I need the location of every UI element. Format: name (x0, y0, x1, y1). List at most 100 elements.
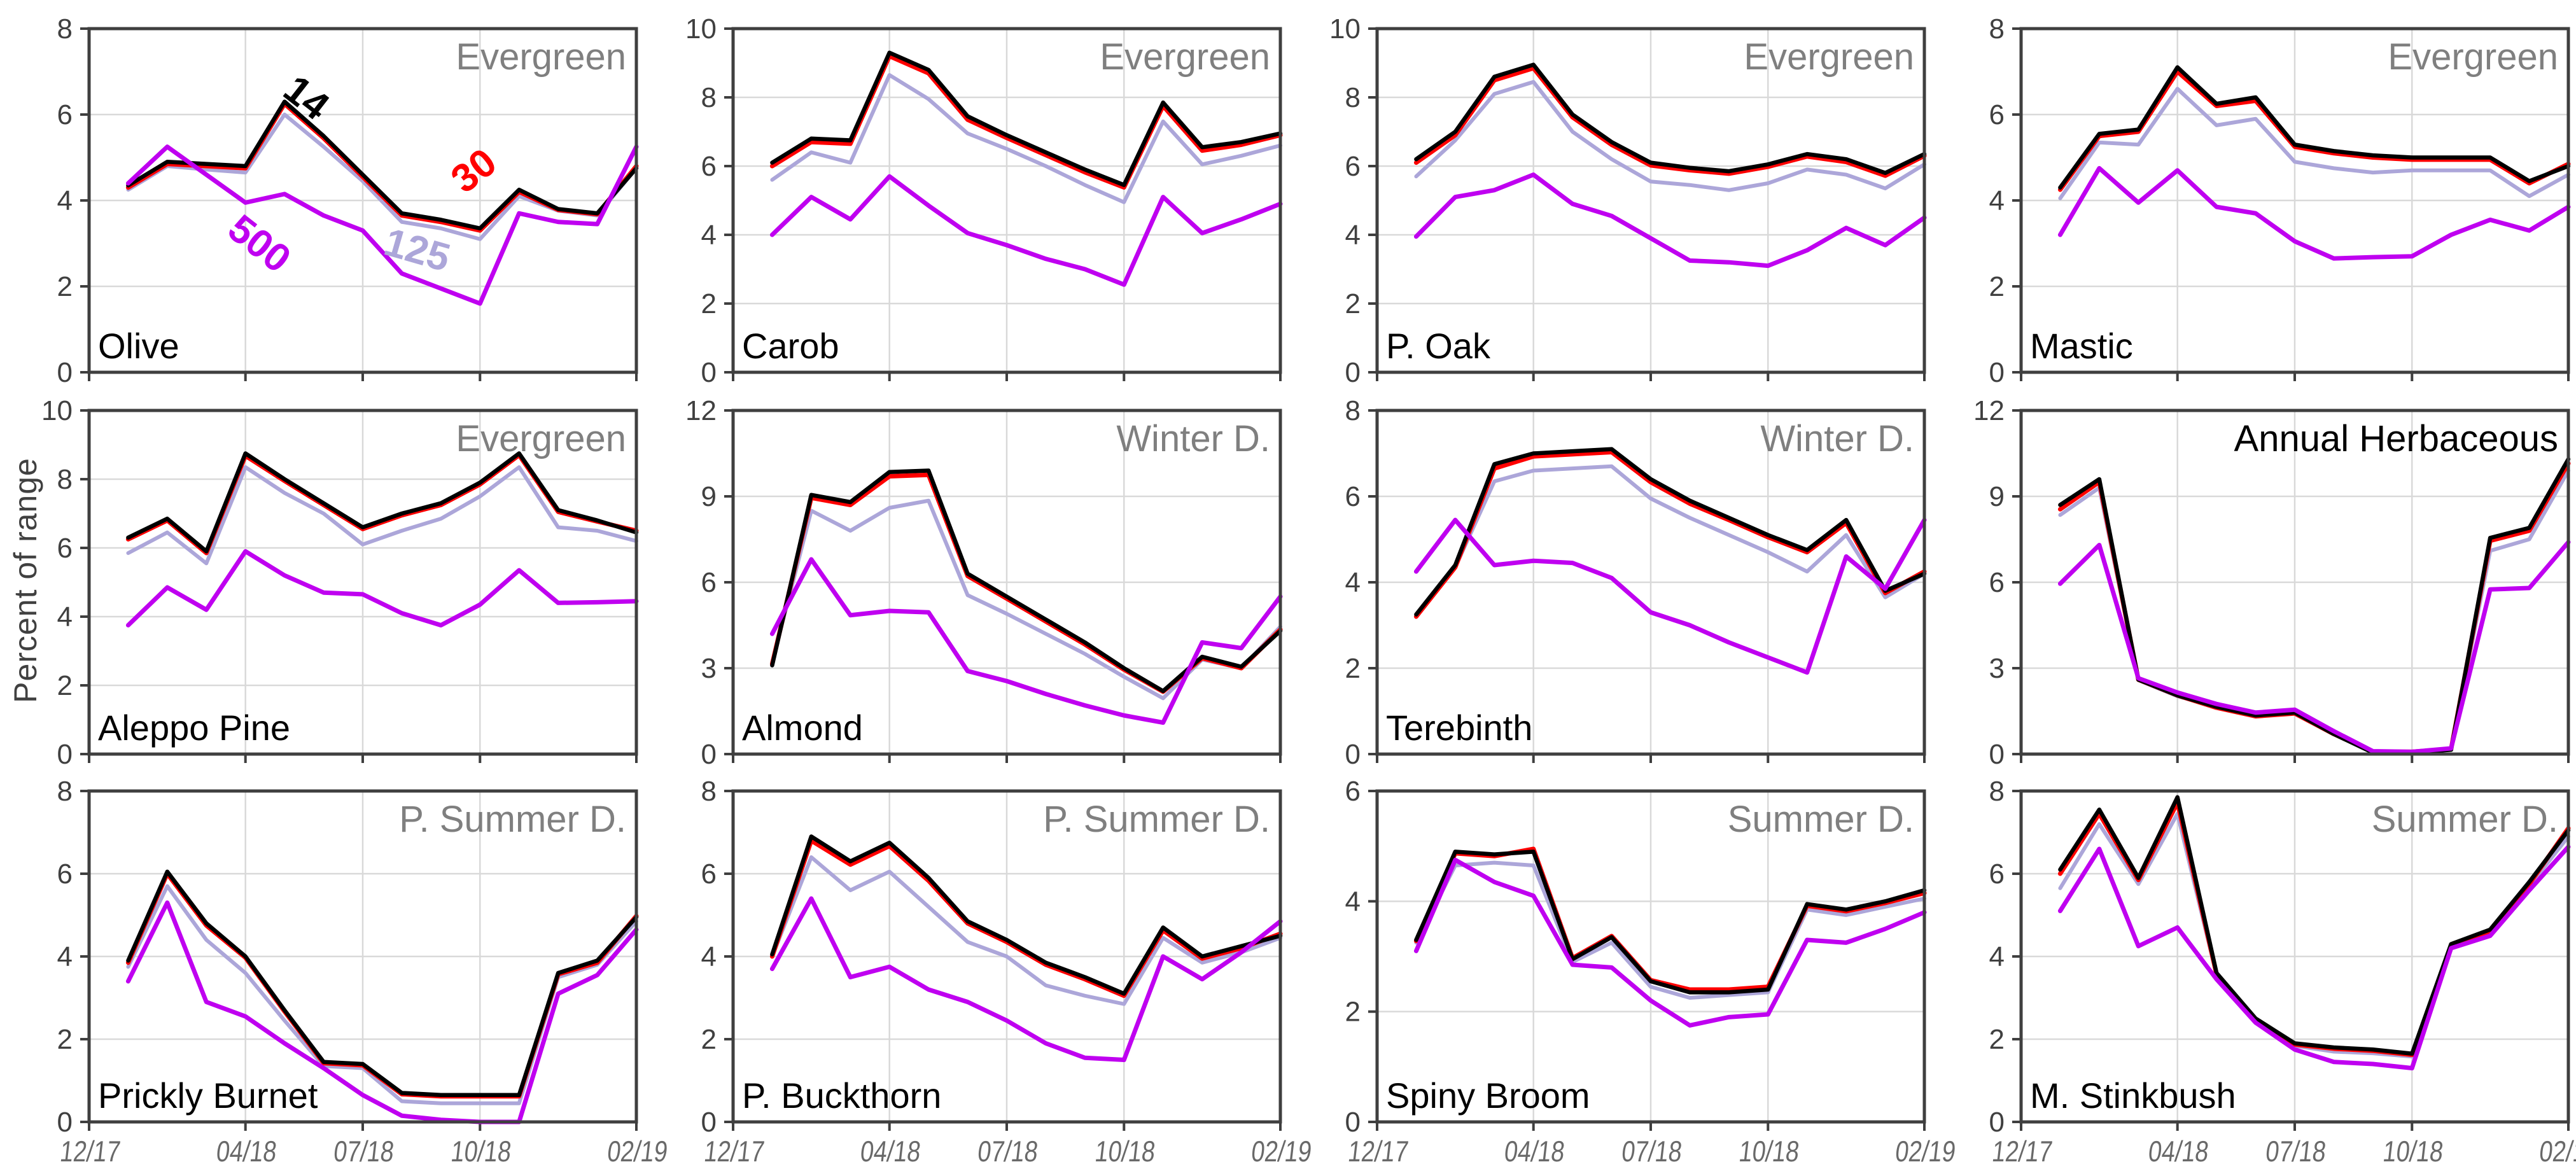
y-tick-label: 0 (701, 1107, 717, 1138)
plot-border (2019, 409, 2570, 756)
series-line-500 (1413, 857, 1927, 1028)
x-tick-label: 07/18 (332, 1135, 396, 1168)
species-label: Olive (98, 326, 179, 366)
plot-border (731, 789, 1282, 1124)
y-tick-label: 0 (57, 739, 73, 770)
series-line-14 (126, 451, 639, 554)
y-tick-label: 0 (1989, 357, 2005, 388)
series-line-500 (769, 557, 1283, 725)
y-tick-label: 2 (57, 670, 73, 701)
y-tick-label: 8 (701, 82, 717, 113)
y-tick-label: 9 (701, 481, 717, 512)
series-line-30 (1413, 66, 1927, 178)
panel-mastic: 0 2 4 6 8 Mastic Evergreen (1989, 13, 2571, 388)
plot-border (87, 27, 638, 374)
series-line-500 (769, 896, 1283, 1062)
plot-border (87, 409, 638, 756)
series-line-500 (125, 549, 639, 627)
y-tick-label: 6 (1345, 151, 1361, 182)
y-tick-label: 6 (1989, 858, 2005, 890)
series-line-125 (126, 465, 638, 566)
panel-p-oak: 0 2 4 6 8 10 P. Oak Evergreen (1329, 13, 1927, 388)
y-tick-label: 0 (1989, 739, 2005, 770)
plot-border (731, 27, 1282, 374)
species-label: M. Stinkbush (2030, 1075, 2236, 1116)
plot-border (2019, 789, 2570, 1124)
panel-m-stinkbush: 0 2 4 6 8 12/17 04/18 07/18 10/18 02/19 M. Stinkbu… (1989, 776, 2576, 1168)
category-label: Winter D. (1116, 418, 1270, 459)
x-tick-label: 02/19 (2538, 1135, 2576, 1168)
x-tick-label: 12/17 (1347, 1135, 1410, 1168)
species-label: P. Oak (1386, 326, 1491, 366)
x-tick-label: 12/17 (1991, 1135, 2054, 1168)
series-line-14 (126, 869, 639, 1097)
y-tick-label: 0 (1345, 1107, 1361, 1138)
x-tick-label: 10/18 (1737, 1135, 1801, 1168)
y-tick-label: 6 (1989, 567, 2005, 598)
series-line-14 (1414, 447, 1927, 617)
y-tick-label: 2 (57, 271, 73, 302)
y-tick-label: 8 (1345, 395, 1361, 426)
y-tick-label: 4 (701, 941, 717, 972)
plot-border (2019, 27, 2570, 374)
species-label: Almond (742, 708, 863, 748)
series-line-125 (2058, 87, 2570, 200)
y-tick-label: 6 (701, 567, 717, 598)
series-annotation-14: 14 (276, 67, 337, 129)
y-tick-label: 6 (701, 151, 717, 182)
y-tick-label: 8 (1989, 13, 2005, 45)
species-label: Aleppo Pine (98, 708, 290, 748)
panel-prickly-burnet: 0 2 4 6 8 12/17 04/18 07/18 10/18 02/19 Prickly Bu… (57, 776, 669, 1168)
series-line-125 (1414, 860, 1926, 1000)
series-line-125 (1414, 80, 1926, 192)
y-tick-label: 6 (1345, 776, 1361, 807)
x-tick-label: 07/18 (2264, 1135, 2328, 1168)
series-line-14 (770, 50, 1283, 187)
series-line-500 (2057, 540, 2571, 754)
series-line-14 (1414, 850, 1927, 995)
series-line-30 (2057, 461, 2571, 754)
y-tick-label: 3 (701, 653, 717, 684)
series-line-14 (770, 834, 1283, 996)
y-tick-label: 6 (1989, 99, 2005, 130)
panel-terebinth: 0 2 4 6 8 Terebinth Winter D. (1345, 395, 1927, 770)
y-tick-label: 12 (1973, 395, 2005, 426)
species-label: Carob (742, 326, 839, 366)
y-tick-label: 2 (1989, 1024, 2005, 1055)
y-tick-label: 10 (685, 13, 717, 45)
series-line-14 (126, 99, 639, 231)
y-tick-label: 6 (57, 858, 73, 890)
x-tick-label: 04/18 (858, 1135, 922, 1168)
y-tick-label: 6 (57, 99, 73, 130)
y-tick-label: 3 (1989, 653, 2005, 684)
y-tick-label: 12 (685, 395, 717, 426)
series-line-30 (125, 101, 639, 233)
y-tick-label: 2 (1345, 653, 1361, 684)
x-tick-label: 02/19 (1250, 1135, 1313, 1168)
category-label: Annual Herbaceous (2234, 418, 2558, 459)
y-tick-label: 0 (701, 357, 717, 388)
y-tick-label: 8 (57, 464, 73, 495)
series-line-500 (2057, 165, 2571, 261)
series-line-30 (125, 871, 639, 1099)
panel-carob: 0 2 4 6 8 10 Carob Evergreen (685, 13, 1283, 388)
x-tick-label: 04/18 (214, 1135, 278, 1168)
x-tick-label: 12/17 (59, 1135, 122, 1168)
category-label: P. Summer D. (1043, 799, 1270, 840)
x-tick-label: 04/18 (2146, 1135, 2210, 1168)
y-tick-label: 6 (1345, 481, 1361, 512)
x-tick-label: 10/18 (1093, 1135, 1157, 1168)
y-tick-label: 4 (1345, 220, 1361, 251)
species-label: Terebinth (1386, 708, 1532, 748)
series-annotation-30: 30 (443, 140, 505, 202)
series-line-500 (1413, 172, 1927, 269)
y-tick-label: 2 (1345, 288, 1361, 319)
y-tick-label: 6 (701, 858, 717, 890)
series-line-125 (2058, 468, 2570, 755)
y-tick-label: 6 (57, 533, 73, 564)
category-label: Evergreen (1100, 36, 1270, 78)
y-tick-label: 0 (57, 1107, 73, 1138)
